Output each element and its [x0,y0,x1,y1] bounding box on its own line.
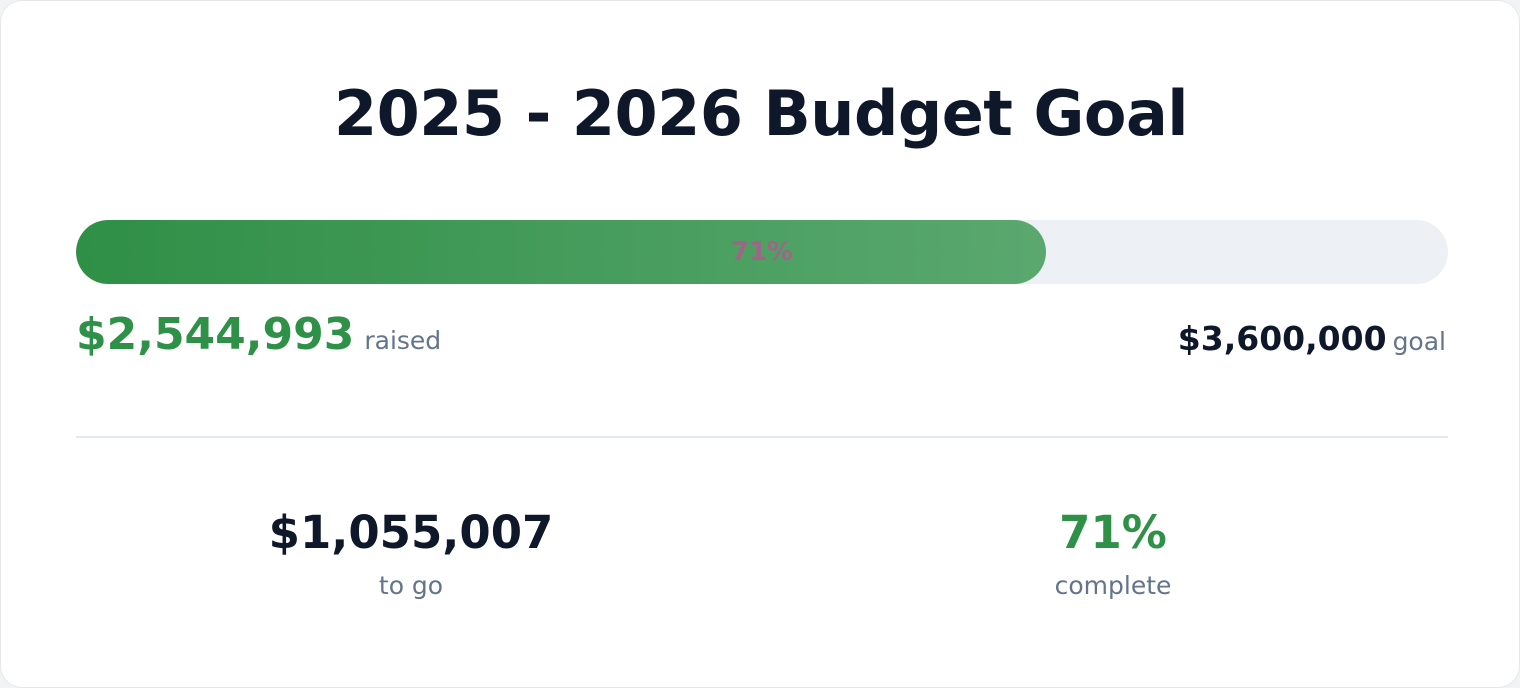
stat: 71% complete [863,506,1363,600]
progress-fill [76,220,1046,284]
progress-label: 71% [730,237,794,267]
stat-value: 71% [1059,506,1167,559]
divider [76,436,1448,438]
goal: $3,600,000 goal [1178,319,1446,358]
title: 2025 - 2026 Budget Goal [333,77,1189,150]
raised: $2,544,993 raised [76,309,441,360]
stat: $1,055,007 to go [161,506,661,600]
progress-track: 71% [76,220,1448,284]
raised-caption: raised [364,326,442,355]
stat-value: $1,055,007 [268,506,554,559]
stat-caption: complete [1054,571,1172,600]
goal-caption: goal [1392,327,1446,356]
stat-caption: to go [378,571,444,600]
goal-amount: $3,600,000 [1177,319,1387,358]
raised-amount: $2,544,993 [76,309,355,360]
